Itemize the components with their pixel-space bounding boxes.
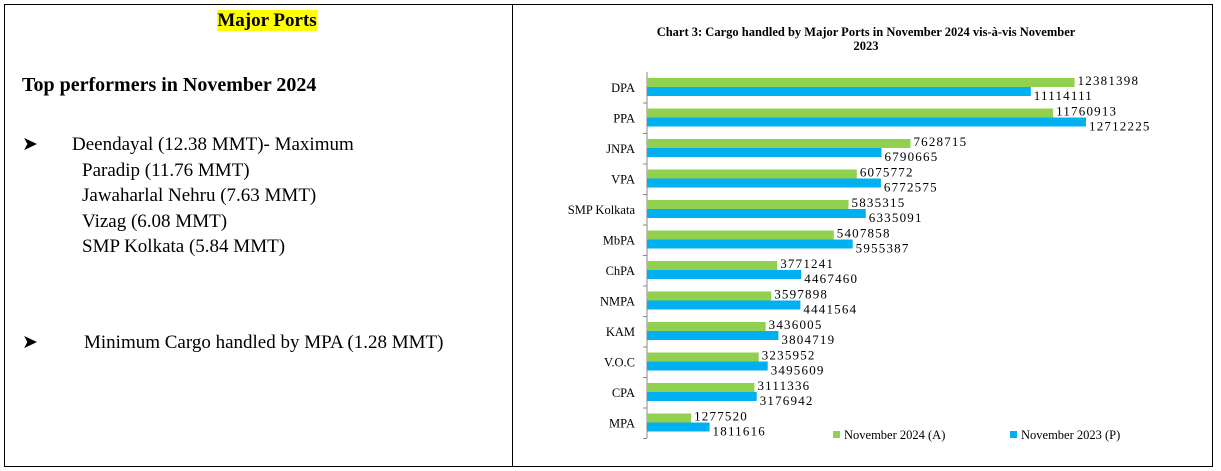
data-label: 3771241 xyxy=(780,256,834,271)
bullet-line: Paradip (11.76 MMT) xyxy=(82,159,250,181)
bar xyxy=(647,239,853,249)
category-label: MPA xyxy=(609,417,635,431)
data-label: 6075772 xyxy=(860,165,914,180)
bar xyxy=(647,291,772,301)
bar xyxy=(647,331,779,340)
data-label: 1811616 xyxy=(713,424,766,439)
bullet-line: Vizag (6.08 MMT) xyxy=(82,210,228,232)
chart-title: Chart 3: Cargo handled by Major Ports in… xyxy=(657,25,1076,53)
bar xyxy=(647,200,849,209)
bullet: ➤ Minimum Cargo handled by MPA (1.28 MMT… xyxy=(22,330,512,390)
category-label: VPA xyxy=(611,173,635,187)
legend-label: November 2023 (P) xyxy=(1021,428,1120,442)
data-label: 12381398 xyxy=(1078,73,1140,88)
category-label: DPA xyxy=(611,81,635,95)
heading: Major Ports xyxy=(217,10,317,31)
data-label: 3804719 xyxy=(781,332,835,347)
legend-label: November 2024 (A) xyxy=(844,428,945,442)
data-label: 6772575 xyxy=(884,180,938,195)
bar xyxy=(647,361,768,371)
category-label: MbPA xyxy=(603,234,635,248)
bar xyxy=(647,352,759,362)
data-label: 1277520 xyxy=(694,409,748,424)
data-label: 7628715 xyxy=(913,134,967,149)
data-label: 6335091 xyxy=(869,210,923,225)
bar xyxy=(647,178,881,188)
legend-swatch xyxy=(833,431,840,438)
data-label: 3176942 xyxy=(760,393,814,408)
bullet-line: SMP Kolkata (5.84 MMT) xyxy=(82,236,286,257)
category-label: JNPA xyxy=(606,142,635,156)
bar xyxy=(647,169,857,179)
legend-swatch xyxy=(1010,431,1017,438)
data-label: 3495609 xyxy=(771,363,825,378)
bar xyxy=(647,117,1086,127)
bar xyxy=(647,139,911,148)
data-label: 5955387 xyxy=(856,241,910,256)
bar xyxy=(647,78,1075,87)
bar xyxy=(647,108,1054,118)
table-border xyxy=(4,4,1213,467)
bullet-arrow: ➤ xyxy=(22,134,38,155)
category-label: V.O.C xyxy=(604,356,635,370)
data-label: 3597898 xyxy=(774,287,828,302)
data-label: 5407858 xyxy=(837,226,891,241)
category-label: CPA xyxy=(612,386,635,400)
category-label: SMP Kolkata xyxy=(568,203,636,217)
category-label: KAM xyxy=(606,325,635,339)
data-label: 3111336 xyxy=(757,378,810,393)
data-label: 4441564 xyxy=(803,302,857,317)
data-label: 4467460 xyxy=(804,271,858,286)
category-label: ChPA xyxy=(606,264,635,278)
bullet-line: Minimum Cargo handled by MPA (1.28 MMT) xyxy=(84,332,444,353)
bullet-line: Jawaharlal Nehru (7.63 MMT) xyxy=(82,185,317,206)
data-label: 3235952 xyxy=(762,348,816,363)
bar xyxy=(647,230,834,240)
data-label: 6790665 xyxy=(885,149,939,164)
bar xyxy=(647,392,757,401)
data-label: 11114111 xyxy=(1034,88,1093,103)
bar xyxy=(647,300,801,310)
heading-wrap: Major Ports xyxy=(0,10,534,32)
bar xyxy=(647,383,755,392)
bullet: ➤ Deendayal (12.38 MMT)- Maximum Paradip … xyxy=(22,132,512,262)
left-cell: Major Ports Top performers in November 2… xyxy=(0,0,512,471)
data-label: 3436005 xyxy=(769,317,823,332)
bullet-arrow: ➤ xyxy=(22,332,38,353)
bar xyxy=(647,261,778,270)
bar xyxy=(647,422,710,432)
bar xyxy=(647,270,802,279)
bar xyxy=(647,322,766,331)
subheading: Top performers in November 2024 xyxy=(22,74,317,96)
bullet-text: Deendayal (12.38 MMT)- Maximum Paradip (1… xyxy=(72,132,354,260)
category-label: NMPA xyxy=(600,295,635,309)
data-label: 5835315 xyxy=(852,195,906,210)
bar xyxy=(647,413,692,423)
category-label: PPA xyxy=(613,112,635,126)
data-label: 12712225 xyxy=(1089,119,1151,134)
bullet-text: Minimum Cargo handled by MPA (1.28 MMT) xyxy=(84,330,522,356)
bar xyxy=(647,87,1031,96)
bullet-line: Deendayal (12.38 MMT)- Maximum xyxy=(72,134,354,155)
bar xyxy=(647,209,866,218)
bar xyxy=(647,148,882,157)
data-label: 11760913 xyxy=(1056,104,1117,119)
